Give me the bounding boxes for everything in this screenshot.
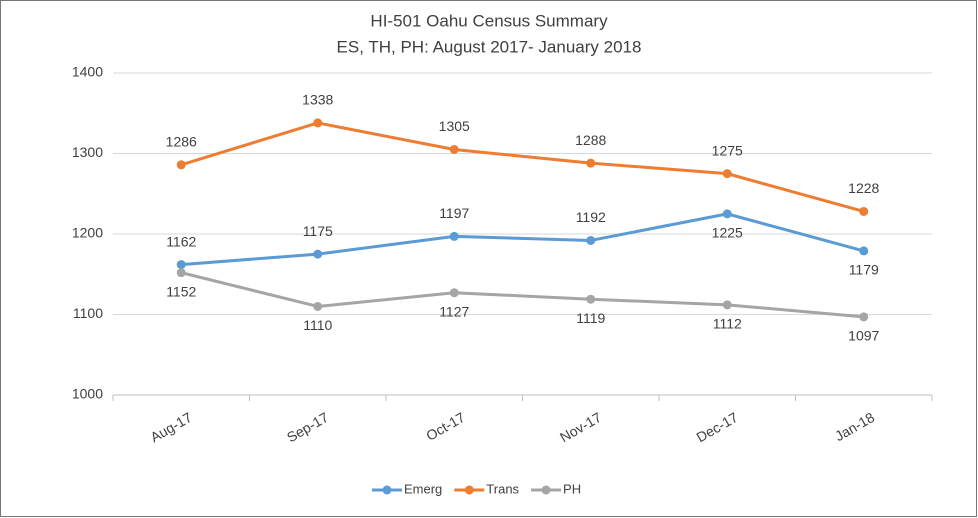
legend-marker bbox=[382, 485, 392, 495]
data-point bbox=[176, 160, 186, 170]
data-point bbox=[859, 246, 869, 256]
legend-marker bbox=[464, 485, 474, 495]
data-label: 1275 bbox=[712, 142, 743, 158]
data-label: 1175 bbox=[303, 223, 333, 239]
data-label: 1338 bbox=[302, 92, 333, 108]
y-tick-label: 1400 bbox=[72, 64, 103, 80]
data-point bbox=[176, 260, 186, 270]
legend-label: PH bbox=[563, 481, 581, 496]
data-label: 1152 bbox=[166, 283, 196, 299]
data-point bbox=[859, 312, 869, 322]
data-point bbox=[586, 235, 596, 245]
series-line bbox=[180, 121, 865, 213]
data-point bbox=[722, 169, 732, 179]
data-label: 1162 bbox=[166, 233, 196, 249]
data-point bbox=[722, 300, 732, 310]
data-label: 1119 bbox=[576, 310, 605, 326]
data-label: 1286 bbox=[166, 133, 197, 149]
data-label: 1197 bbox=[439, 205, 469, 221]
data-label: 1179 bbox=[849, 262, 879, 278]
data-label: 1192 bbox=[576, 209, 606, 225]
data-label: 1228 bbox=[848, 180, 879, 196]
data-point bbox=[586, 158, 596, 168]
data-label: 1127 bbox=[439, 303, 469, 319]
data-point bbox=[722, 209, 732, 219]
data-point bbox=[449, 144, 459, 154]
chart-title: HI-501 Oahu Census Summary bbox=[370, 11, 608, 30]
data-point bbox=[449, 288, 459, 298]
data-point bbox=[176, 268, 186, 278]
data-label: 1097 bbox=[848, 328, 879, 344]
data-point bbox=[449, 231, 459, 241]
data-label: 1288 bbox=[575, 132, 606, 148]
legend-label: Emerg bbox=[404, 481, 442, 496]
series-line bbox=[181, 212, 865, 267]
data-point bbox=[313, 118, 323, 128]
y-tick-label: 1300 bbox=[72, 144, 103, 160]
series-line bbox=[180, 271, 864, 319]
y-tick-label: 1200 bbox=[72, 225, 103, 241]
data-point bbox=[313, 249, 323, 259]
data-label: 1110 bbox=[303, 317, 332, 333]
chart-subtitle: ES, TH, PH: August 2017- January 2018 bbox=[337, 37, 642, 56]
data-point bbox=[313, 301, 323, 311]
legend-marker bbox=[541, 485, 551, 495]
data-label: 1305 bbox=[439, 118, 470, 134]
y-tick-label: 1100 bbox=[73, 305, 103, 321]
data-point bbox=[586, 294, 596, 304]
y-tick-label: 1000 bbox=[72, 386, 103, 402]
data-point bbox=[859, 206, 869, 216]
data-label: 1112 bbox=[713, 316, 742, 332]
legend-label: Trans bbox=[486, 481, 519, 496]
data-label: 1225 bbox=[712, 225, 743, 241]
